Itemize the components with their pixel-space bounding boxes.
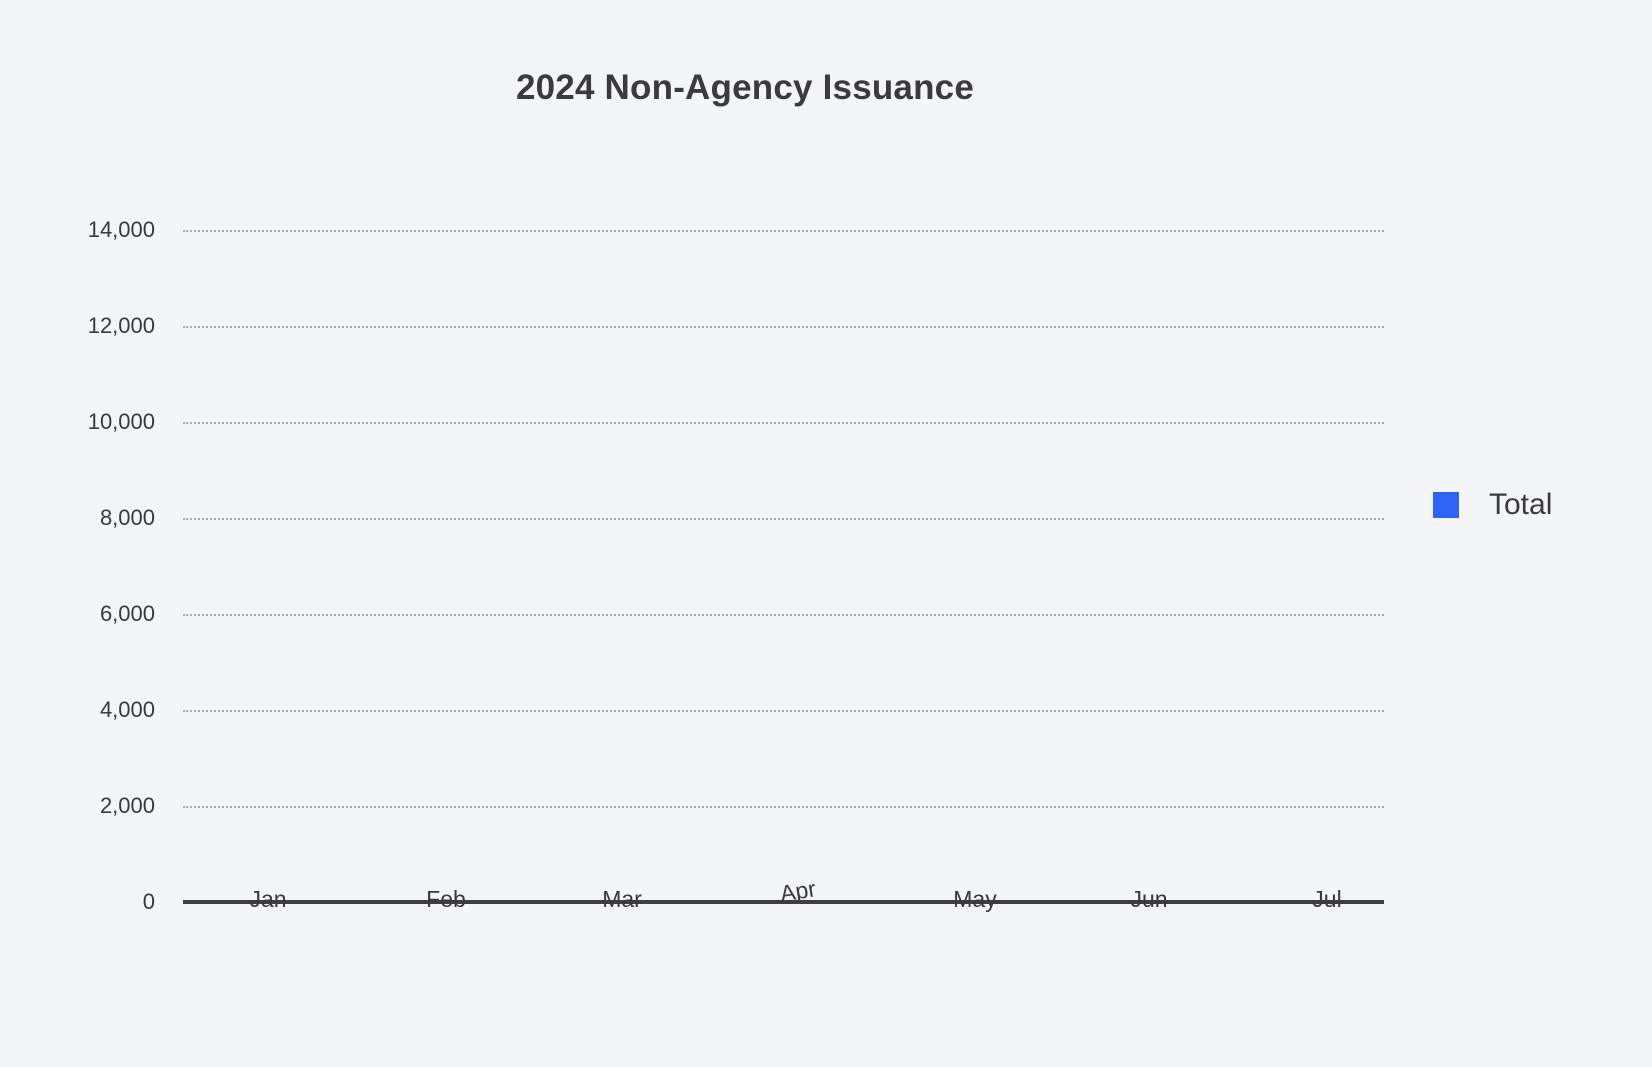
- y-tick-label: 2,000: [99, 793, 155, 818]
- y-axis-labels: 14,000 12,000 10,000 8,000 6,000 4,000 2…: [0, 217, 155, 914]
- gridline-6000: [183, 614, 1384, 616]
- y-tick-label: 4,000: [99, 697, 155, 722]
- y-tick-label: 10,000: [87, 409, 155, 434]
- y-tick-label: 0: [142, 889, 155, 914]
- gridline-12000: [183, 326, 1384, 328]
- legend-label-total: Total: [1489, 488, 1553, 521]
- x-tick-label-mar: Mar: [602, 886, 642, 912]
- gridline-2000: [183, 806, 1384, 808]
- x-axis-labels: Jan Feb Mar Apr May Jun Jul: [183, 875, 1384, 926]
- gridline-14000: [183, 230, 1384, 232]
- gridline-10000: [183, 422, 1384, 424]
- x-tick-label-jun: Jun: [1130, 886, 1168, 912]
- y-tick-label: 14,000: [87, 217, 155, 242]
- chart-title: 2024 Non-Agency Issuance: [515, 68, 975, 107]
- y-tick-label: 6,000: [99, 601, 155, 626]
- legend-swatch-total: [1433, 492, 1459, 518]
- x-tick-label-jan: Jan: [249, 886, 287, 912]
- plot-area: [183, 230, 1384, 904]
- y-tick-label: 8,000: [99, 505, 155, 530]
- legend[interactable]: Total: [1433, 488, 1552, 522]
- x-tick-label-apr: Apr: [778, 875, 818, 907]
- x-tick-label-jul: Jul: [1312, 886, 1342, 912]
- gridline-4000: [183, 710, 1384, 712]
- x-tick-label-feb: Feb: [426, 886, 466, 912]
- x-tick-label-may: May: [953, 886, 997, 912]
- y-tick-label: 12,000: [87, 313, 155, 338]
- gridline-8000: [183, 518, 1384, 520]
- x-axis-line: [183, 900, 1384, 904]
